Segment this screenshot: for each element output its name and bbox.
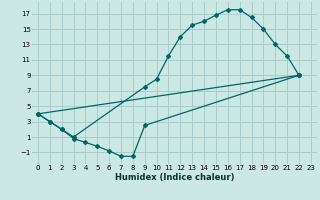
X-axis label: Humidex (Indice chaleur): Humidex (Indice chaleur) bbox=[115, 173, 234, 182]
